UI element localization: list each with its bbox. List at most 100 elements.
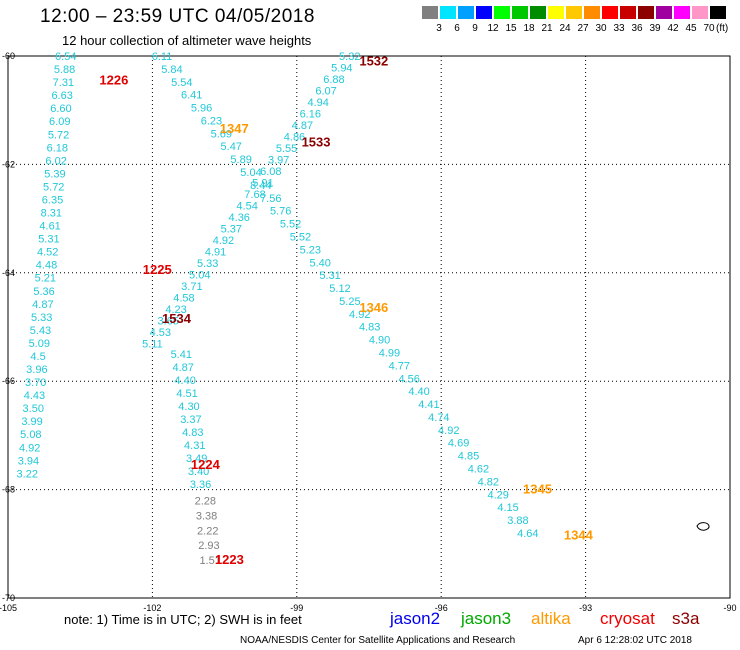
- scale-swatch: [602, 6, 618, 19]
- scale-swatch: [674, 6, 690, 19]
- wave-height-value: 5.84: [161, 64, 182, 76]
- pass-time-label: 1223: [215, 552, 244, 567]
- scale-swatch: [638, 6, 654, 19]
- wave-height-value: 6.54: [55, 51, 76, 63]
- generated-timestamp: Apr 6 12:28:02 UTC 2018: [578, 635, 692, 646]
- wave-height-value: 5.31: [38, 234, 59, 246]
- wave-height-value: 6.08: [260, 166, 281, 178]
- wave-height-value: 4.74: [428, 412, 449, 424]
- x-tick-label: -105: [0, 603, 17, 613]
- pass-time-label: 1532: [359, 53, 388, 68]
- wave-height-value: 3.49: [186, 453, 207, 465]
- wave-height-value: 5.72: [48, 129, 69, 141]
- scale-label: 21: [541, 23, 553, 34]
- wave-height-value: 4.40: [408, 386, 429, 398]
- scale-label: 6: [454, 23, 460, 34]
- scale-swatch: [530, 6, 546, 19]
- scale-swatch: [440, 6, 456, 19]
- scale-label: 18: [523, 23, 535, 34]
- wave-height-value: 5.96: [191, 103, 212, 115]
- pass-time-label: 1345: [523, 482, 552, 497]
- wave-height-value: 6.88: [323, 74, 344, 86]
- wave-height-value: 4.82: [478, 476, 499, 488]
- map-frame: [7, 55, 731, 599]
- x-tick-label: -90: [723, 603, 736, 613]
- scale-label: 36: [631, 23, 643, 34]
- wave-height-value: 4.91: [205, 246, 226, 258]
- wave-height-value: 4.64: [517, 528, 538, 540]
- wave-height-value: 4.92: [349, 309, 370, 321]
- wave-height-value: 4.31: [184, 440, 205, 452]
- wave-height-value: 3.71: [181, 281, 202, 293]
- wave-height-value: 6.11: [152, 51, 173, 63]
- wave-height-value: 6.18: [47, 142, 68, 154]
- y-tick-label: -70: [2, 593, 15, 603]
- legend-cryosat: cryosat: [600, 609, 655, 628]
- wave-height-value: 7.68: [244, 189, 265, 201]
- y-tick-label: -66: [2, 376, 15, 386]
- wave-height-value: 6.07: [315, 85, 336, 97]
- wave-height-value: 4.48: [36, 260, 57, 272]
- pass-time-label: 1347: [220, 121, 249, 136]
- wave-height-value: 7.31: [53, 77, 74, 89]
- scale-label: 24: [559, 23, 571, 34]
- wave-height-value: 3.65: [157, 315, 178, 327]
- wave-height-value: 5.88: [54, 64, 75, 76]
- x-tick-label: -99: [290, 603, 303, 613]
- wave-height-value: 4.62: [468, 464, 489, 476]
- wave-height-value: 4.92: [438, 425, 459, 437]
- scale-swatch: [512, 6, 528, 19]
- wave-height-value: 6.41: [181, 90, 202, 102]
- wave-height-value: 4.86: [284, 131, 305, 143]
- wave-height-value: 3.36: [190, 479, 211, 491]
- wave-height-value: 5.91: [252, 177, 273, 189]
- scale-swatch: [656, 6, 672, 19]
- x-tick-label: -102: [143, 603, 161, 613]
- pass-time-label: 1533: [302, 135, 331, 150]
- wave-height-value: 3.40: [188, 466, 209, 478]
- wave-height-value: 4.90: [369, 335, 390, 347]
- wave-height-value: 4.92: [213, 235, 234, 247]
- legend-jason2: jason2: [390, 609, 441, 628]
- wave-height-value: 8.44: [250, 180, 271, 192]
- wave-height-value: 5.08: [20, 429, 41, 441]
- wave-height-value: 4.52: [37, 247, 58, 259]
- wave-height-value: 3.70: [25, 377, 46, 389]
- credit-line: NOAA/NESDIS Center for Satellite Applica…: [240, 635, 516, 646]
- wave-height-value: 5.04: [189, 269, 210, 281]
- wave-height-value: 5.33: [197, 258, 218, 270]
- y-tick-label: -60: [2, 51, 15, 61]
- scale-label: 33: [613, 23, 625, 34]
- wave-height-value: 4.53: [150, 327, 171, 339]
- wave-height-value: 5.52: [280, 219, 301, 231]
- wave-height-value: 4.23: [165, 304, 186, 316]
- wave-height-value: 4.41: [418, 399, 439, 411]
- wave-height-value: 5.76: [270, 206, 291, 218]
- wave-height-value: 3.88: [507, 515, 528, 527]
- wave-height-value: 5.39: [44, 168, 65, 180]
- wave-height-value: 5.21: [35, 273, 56, 285]
- wave-height-value: 5.11: [142, 338, 163, 350]
- y-tick-label: -68: [2, 485, 15, 495]
- y-tick-label: -62: [2, 159, 15, 169]
- wave-height-value: 5.47: [221, 141, 242, 153]
- wave-height-value: 5.36: [33, 286, 54, 298]
- axis-ticks: -105 -102 -99 -96 -93 -90 -60 -62 -64 -66 -68 -70: [0, 51, 737, 613]
- scale-label: 45: [685, 23, 697, 34]
- wave-height-value: 5.32: [339, 51, 360, 63]
- wave-height-value: 5.41: [171, 349, 192, 361]
- wave-height-value: 5.31: [319, 270, 340, 282]
- scale-swatch: [710, 6, 726, 19]
- wave-height-value: 3.96: [26, 364, 47, 376]
- scale-swatch: [620, 6, 636, 19]
- wave-height-value: 5.52: [290, 231, 311, 243]
- wave-height-value: 4.30: [178, 401, 199, 413]
- wave-height-value: 5.72: [43, 181, 64, 193]
- wave-height-value: 4.92: [19, 442, 40, 454]
- x-tick-label: -96: [435, 603, 448, 613]
- wave-height-value: 5.23: [300, 244, 321, 256]
- wave-height-value: 4.99: [379, 347, 400, 359]
- wave-height-value: 4.94: [307, 97, 328, 109]
- pass-time-label: 1224: [191, 457, 221, 472]
